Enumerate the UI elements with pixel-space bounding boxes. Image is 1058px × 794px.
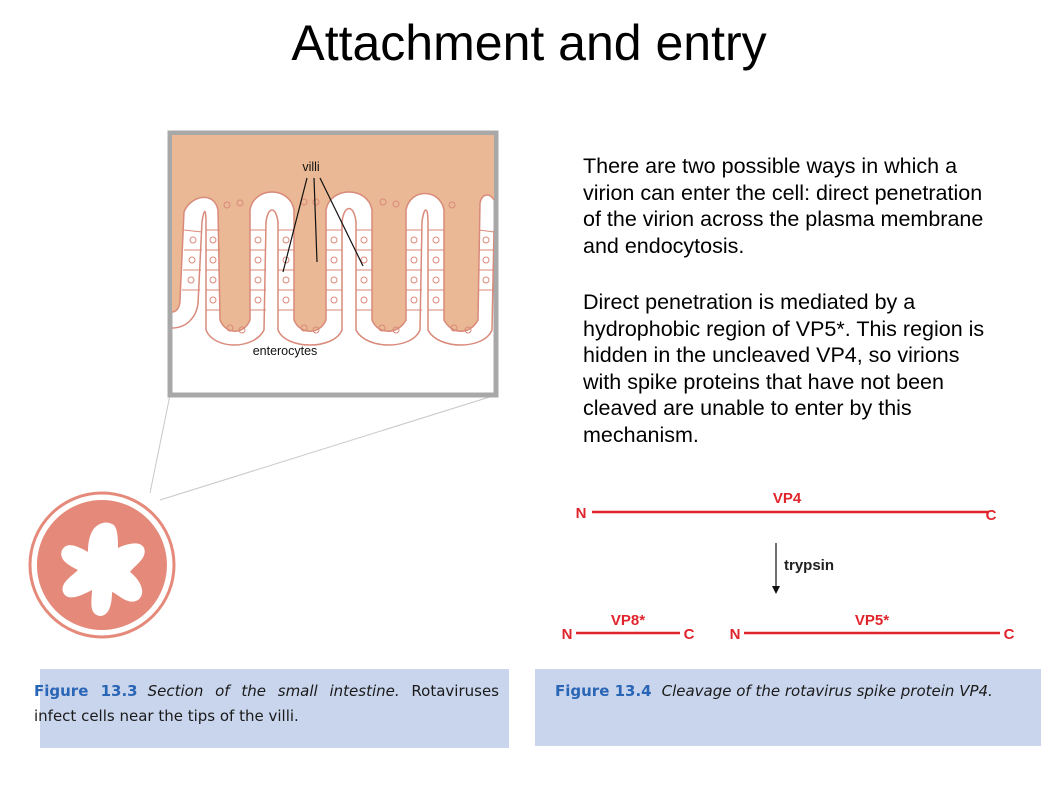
vp4-cleavage-diagram: VP4 N C trypsin VP8* N C VP5* N C [562, 490, 1015, 643]
figure-13-3-caption-text: Rotaviruses infect cells near the tips o… [34, 682, 499, 725]
vp8-n-terminus: N [562, 626, 573, 643]
figure-13-4-caption: Figure 13.4 Cleavage of the rotavirus spi… [535, 669, 1041, 746]
zoom-line-left [149, 394, 171, 494]
body-paragraph-entry-routes: There are two possible ways in which a v… [583, 154, 984, 258]
trypsin-label: trypsin [784, 557, 834, 574]
villi-label: villi [302, 160, 319, 174]
vp8-c-terminus: C [684, 626, 695, 643]
cleavage-arrow-head [772, 586, 780, 594]
body-paragraph-direct-penetration: Direct penetration is mediated by a hydr… [583, 290, 985, 447]
vp5-label: VP5* [855, 612, 889, 629]
figure-13-3-caption-label: Figure 13.3 [34, 682, 138, 700]
figure-13-4-caption-title: Cleavage of the rotavirus spike protein … [661, 682, 993, 700]
figure-13-4-caption-label: Figure 13.4 [555, 682, 652, 700]
vp4-label: VP4 [773, 490, 802, 507]
zoom-line-right [159, 394, 497, 501]
vp5-c-terminus: C [1004, 626, 1015, 643]
vp4-c-terminus: C [986, 507, 997, 524]
vp4-n-terminus: N [576, 505, 587, 522]
figure-13-3-caption: Figure 13.3 Section of the small intestin… [34, 669, 509, 748]
figure-13-3-caption-title: Section of the small intestine. [147, 682, 400, 700]
intestine-cross-section [28, 491, 176, 639]
vp8-label: VP8* [611, 612, 645, 629]
enterocytes-label: enterocytes [253, 344, 318, 358]
vp5-n-terminus: N [730, 626, 741, 643]
villi-inset [167, 130, 499, 398]
slide-title: Attachment and entry [291, 15, 767, 71]
